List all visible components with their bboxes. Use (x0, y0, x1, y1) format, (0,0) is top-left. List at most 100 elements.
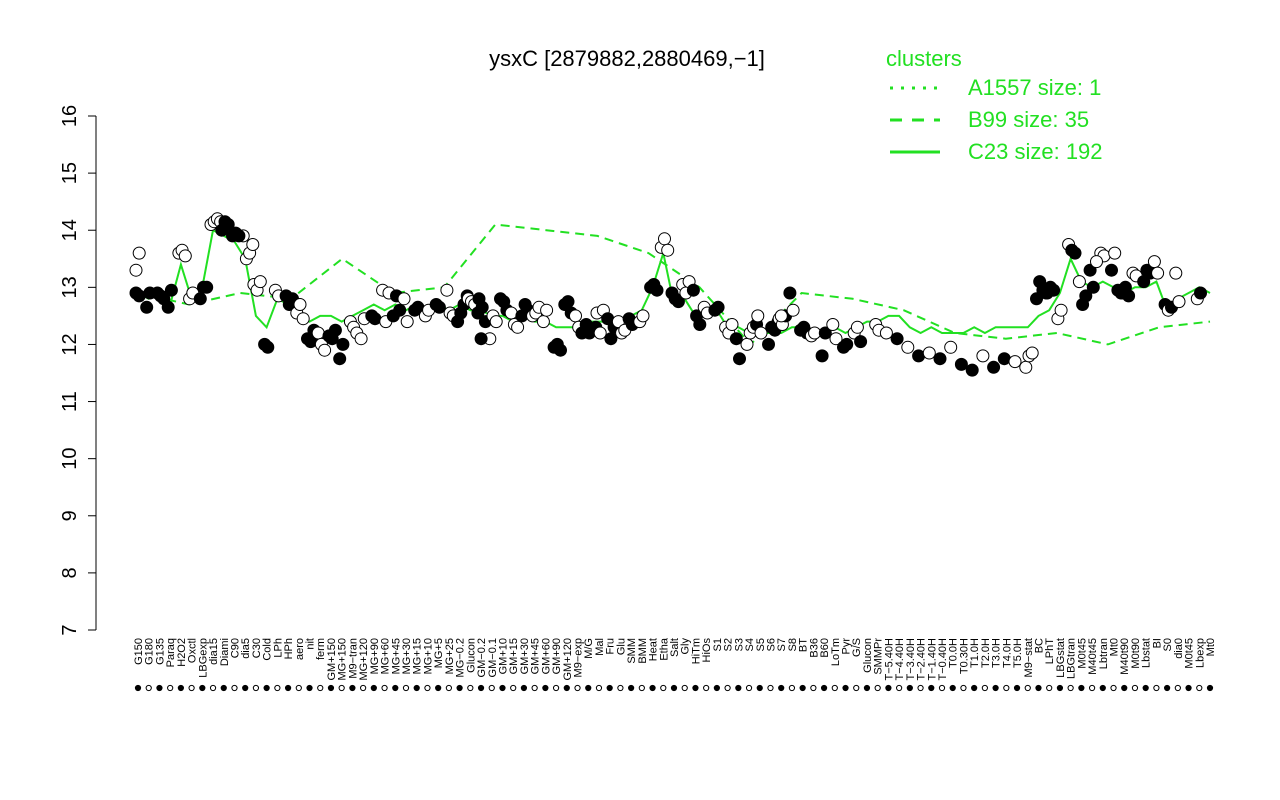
rug-mark (1206, 684, 1214, 692)
x-tick-label: BT (798, 638, 810, 652)
chart-title: ysxC [2879882,2880469,−1] (489, 46, 765, 71)
rug-mark (981, 684, 988, 692)
x-tick-label: Lbtran (1098, 638, 1110, 669)
x-tick-label: C30 (251, 638, 263, 658)
rug-mark (681, 684, 688, 692)
rug-mark (327, 684, 335, 692)
data-point (901, 340, 915, 354)
legend-entry-0: A1557 size: 1 (968, 75, 1101, 100)
data-point (368, 312, 382, 326)
rug-mark (1078, 684, 1085, 692)
data-point (1072, 275, 1086, 289)
x-tick-label: LoTm (830, 638, 842, 666)
data-point (1105, 263, 1118, 277)
x-tick-label: MG+90 (369, 638, 381, 674)
x-tick-label: M0t90 (1130, 638, 1142, 669)
rug-mark (284, 684, 292, 692)
x-tick-label: Salt (669, 638, 681, 657)
rug-mark (735, 684, 742, 692)
rug-mark (692, 684, 699, 692)
rug-mark (670, 684, 678, 692)
x-tick-label: Glucon (465, 638, 477, 673)
data-point (296, 312, 310, 326)
x-tick-label: nit (305, 638, 317, 650)
data-point (253, 275, 267, 289)
data-point (293, 298, 307, 311)
data-point (400, 315, 414, 329)
x-tick-label: Oxctl (187, 638, 199, 663)
data-point (178, 249, 192, 263)
rug-mark (992, 684, 999, 692)
x-tick-label: M0t45 (1184, 638, 1196, 669)
data-point (783, 286, 797, 300)
data-point (318, 343, 332, 357)
data-point (890, 332, 904, 346)
rug-mark (306, 684, 313, 692)
x-tick-label: BI (1151, 638, 1163, 648)
data-point (1030, 292, 1043, 306)
data-point (762, 337, 775, 351)
x-tick-label: GM+60 (540, 638, 552, 674)
x-tick-label: M9−exp (573, 638, 585, 677)
series-line-0 (137, 223, 1211, 346)
data-point (193, 292, 207, 306)
x-tick-label: T0.0H (948, 638, 960, 668)
rug-mark (1046, 684, 1053, 692)
legend-entry-2: C23 size: 192 (968, 139, 1103, 164)
data-point (554, 343, 567, 357)
x-tick-label: T−5.40H (883, 638, 895, 681)
data-point (569, 309, 582, 323)
rug-mark (585, 684, 592, 692)
x-tick-label: M40t90 (1119, 638, 1131, 675)
data-point (661, 243, 675, 257)
x-tick-label: M/G (583, 638, 595, 659)
x-tick-label: T−0.40H (937, 638, 949, 681)
x-tick-label: T−4.40H (894, 638, 906, 681)
data-point (997, 352, 1011, 366)
rug-mark (552, 684, 560, 692)
data-point (397, 292, 411, 306)
x-tick-label: GM+10 (497, 638, 509, 674)
y-tick-label: 9 (59, 510, 81, 521)
x-tick-label: T3.0H (991, 638, 1003, 668)
data-point (504, 306, 518, 320)
x-tick-label: LBGtran (1066, 638, 1078, 679)
data-point (129, 263, 143, 277)
legend-title: clusters (886, 46, 962, 71)
x-tick-label: M9−stat (1023, 638, 1035, 677)
legend-entry-1: B99 size: 35 (968, 107, 1089, 132)
x-tick-label: T−2.40H (916, 638, 928, 681)
data-point (933, 352, 947, 366)
data-point (912, 349, 926, 363)
rug-mark (499, 684, 506, 692)
y-axis: 7 8 9 10 11 12 13 14 15 16 (59, 105, 97, 636)
data-point (1108, 246, 1122, 260)
x-tick-label: LBGstat (1055, 638, 1067, 678)
rug-mark (971, 684, 978, 692)
rug-mark (574, 684, 581, 692)
rug-mark (1196, 684, 1203, 692)
rug-mark (360, 684, 367, 692)
rug-mark (477, 684, 485, 692)
x-tick-label: MG+60 (380, 638, 392, 674)
data-point (440, 283, 454, 297)
x-tick-label: Mt0 (1205, 638, 1217, 656)
rug-mark (1024, 684, 1031, 692)
rug-mark (799, 684, 806, 692)
rug-mark (295, 684, 302, 692)
data-point (1086, 280, 1100, 294)
rug-mark (209, 684, 217, 692)
x-tick-label: M9−tran (347, 638, 359, 679)
x-tick-label: Cold (262, 638, 274, 661)
rug-mark (1142, 684, 1149, 692)
data-point (132, 289, 146, 303)
x-tick-label: T2.0H (980, 638, 992, 668)
x-tick-label: SMM (626, 638, 638, 664)
rug-mark (788, 684, 796, 692)
x-tick-label: MG+45 (390, 638, 402, 674)
rug-mark (778, 684, 785, 692)
rug-mark (820, 684, 828, 692)
rug-mark (520, 684, 528, 692)
x-tick-label: Glu (615, 638, 627, 655)
rug-mark (842, 684, 849, 692)
